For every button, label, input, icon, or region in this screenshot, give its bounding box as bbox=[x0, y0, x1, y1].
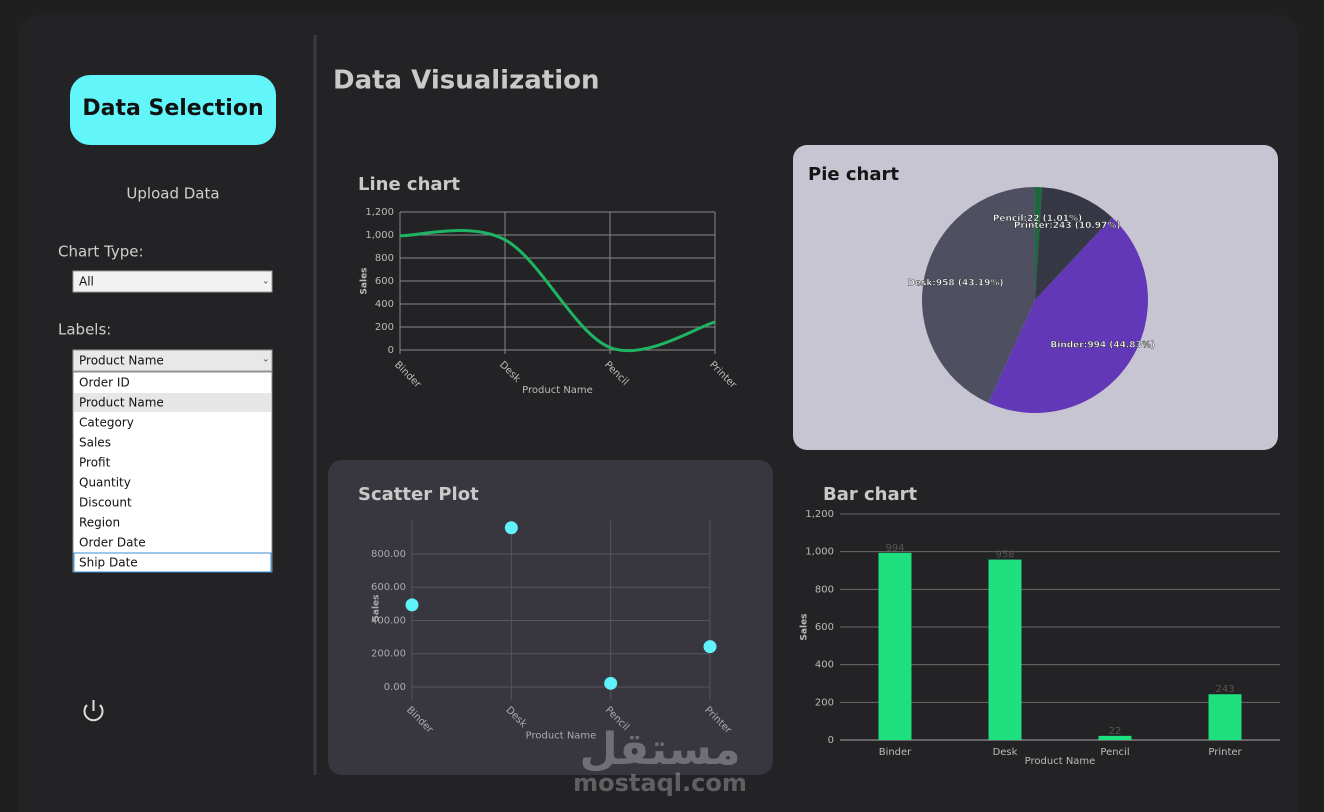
watermark-arabic: مستقل bbox=[580, 724, 741, 775]
chart-title: Scatter Plot bbox=[358, 484, 479, 505]
x-axis-label: Product Name bbox=[526, 730, 597, 741]
bar-value-label: 994 bbox=[885, 543, 904, 554]
bar bbox=[878, 552, 912, 740]
y-tick-label: 1,200 bbox=[365, 207, 394, 218]
chart-type-value: All bbox=[79, 275, 94, 289]
dropdown-option[interactable]: Quantity bbox=[79, 476, 131, 490]
bar-value-label: 958 bbox=[995, 550, 1014, 561]
y-tick-label: 200.00 bbox=[371, 649, 406, 660]
y-tick-label: 600 bbox=[815, 622, 834, 633]
y-tick-label: 400.00 bbox=[371, 615, 406, 626]
select-arrow: ⌄ bbox=[262, 277, 270, 287]
y-tick-label: 0 bbox=[388, 345, 394, 356]
chart-type-label: Chart Type: bbox=[58, 243, 144, 261]
option-highlight bbox=[74, 393, 271, 412]
data-selection-button[interactable] bbox=[70, 75, 276, 145]
dropdown-option[interactable]: Sales bbox=[79, 436, 111, 450]
scatter-point bbox=[405, 598, 419, 612]
power-icon[interactable] bbox=[83, 700, 104, 722]
x-tick-label: Desk bbox=[993, 747, 1018, 758]
pie-slice bbox=[988, 217, 1148, 413]
y-tick-label: 800 bbox=[815, 584, 834, 595]
scatter-card bbox=[328, 460, 773, 775]
bar bbox=[988, 559, 1022, 740]
bar bbox=[1098, 735, 1132, 740]
y-tick-label: 600 bbox=[375, 276, 394, 287]
y-tick-label: 0 bbox=[828, 735, 834, 746]
y-tick-label: 800 bbox=[375, 253, 394, 264]
x-tick-label: Printer bbox=[1208, 747, 1242, 758]
y-tick-label: 1,200 bbox=[805, 509, 834, 520]
dropdown-option[interactable]: Category bbox=[79, 416, 134, 430]
y-tick-label: 200 bbox=[375, 322, 394, 333]
y-tick-label: 400 bbox=[815, 660, 834, 671]
select-arrow: ⌄ bbox=[262, 355, 270, 365]
upload-data[interactable]: Upload Data bbox=[126, 185, 219, 203]
y-axis-label: Sales bbox=[800, 613, 810, 640]
pie-slice bbox=[1034, 187, 1042, 300]
y-axis-label: Sales bbox=[372, 594, 382, 621]
pie-label: Pencil:22 (1.01%) bbox=[993, 214, 1082, 224]
x-tick-label: Binder bbox=[879, 747, 912, 758]
scatter-point bbox=[504, 521, 518, 535]
line-series bbox=[399, 229, 716, 353]
pie-label: Printer:243 (10.97%) bbox=[1014, 221, 1121, 231]
scatter-point bbox=[604, 676, 618, 690]
dropdown-option[interactable]: Order ID bbox=[79, 376, 130, 390]
button-label: Data Selection bbox=[82, 96, 263, 121]
scatter-point bbox=[703, 640, 717, 654]
dropdown-option[interactable]: Discount bbox=[79, 496, 132, 510]
chart-type-select[interactable] bbox=[72, 270, 273, 293]
bar-value-label: 22 bbox=[1109, 726, 1122, 737]
dropdown-option[interactable]: Profit bbox=[79, 456, 111, 470]
dropdown-option[interactable]: Region bbox=[79, 516, 120, 530]
y-tick-label: 600.00 bbox=[371, 582, 406, 593]
x-axis-label: Product Name bbox=[522, 385, 593, 396]
labels-value: Product Name bbox=[79, 354, 164, 368]
chart-title: Line chart bbox=[358, 174, 460, 195]
power-arc bbox=[83, 704, 104, 722]
page-title: Data Visualization bbox=[333, 66, 599, 96]
y-tick-label: 800.00 bbox=[371, 549, 406, 560]
dropdown-option[interactable]: Ship Date bbox=[79, 556, 138, 570]
bar-value-label: 243 bbox=[1215, 684, 1234, 695]
watermark-latin: mostaql.com bbox=[573, 769, 747, 797]
dropdown-option[interactable]: Order Date bbox=[79, 536, 146, 550]
y-tick-label: 1,000 bbox=[365, 230, 394, 241]
labels-select[interactable] bbox=[72, 349, 273, 372]
y-tick-label: 400 bbox=[375, 299, 394, 310]
pie-label: Desk:958 (43.19%) bbox=[907, 278, 1003, 288]
y-axis-label: Sales bbox=[360, 267, 370, 294]
y-tick-label: 1,000 bbox=[805, 547, 834, 558]
dropdown-option[interactable]: Product Name bbox=[79, 396, 164, 410]
y-tick-label: 0.00 bbox=[384, 682, 406, 693]
labels-label: Labels: bbox=[58, 321, 111, 339]
pie-slice bbox=[1035, 187, 1113, 300]
chart-title: Pie chart bbox=[808, 164, 899, 185]
bar bbox=[1208, 694, 1242, 740]
x-axis-label: Product Name bbox=[1025, 756, 1096, 767]
pie-label: Binder:994 (44.83%) bbox=[1050, 341, 1155, 351]
chart-title: Bar chart bbox=[823, 484, 918, 505]
y-tick-label: 200 bbox=[815, 697, 834, 708]
x-tick-label: Pencil bbox=[1100, 747, 1129, 758]
pie-slice bbox=[921, 187, 1035, 403]
option-focus bbox=[73, 552, 272, 573]
